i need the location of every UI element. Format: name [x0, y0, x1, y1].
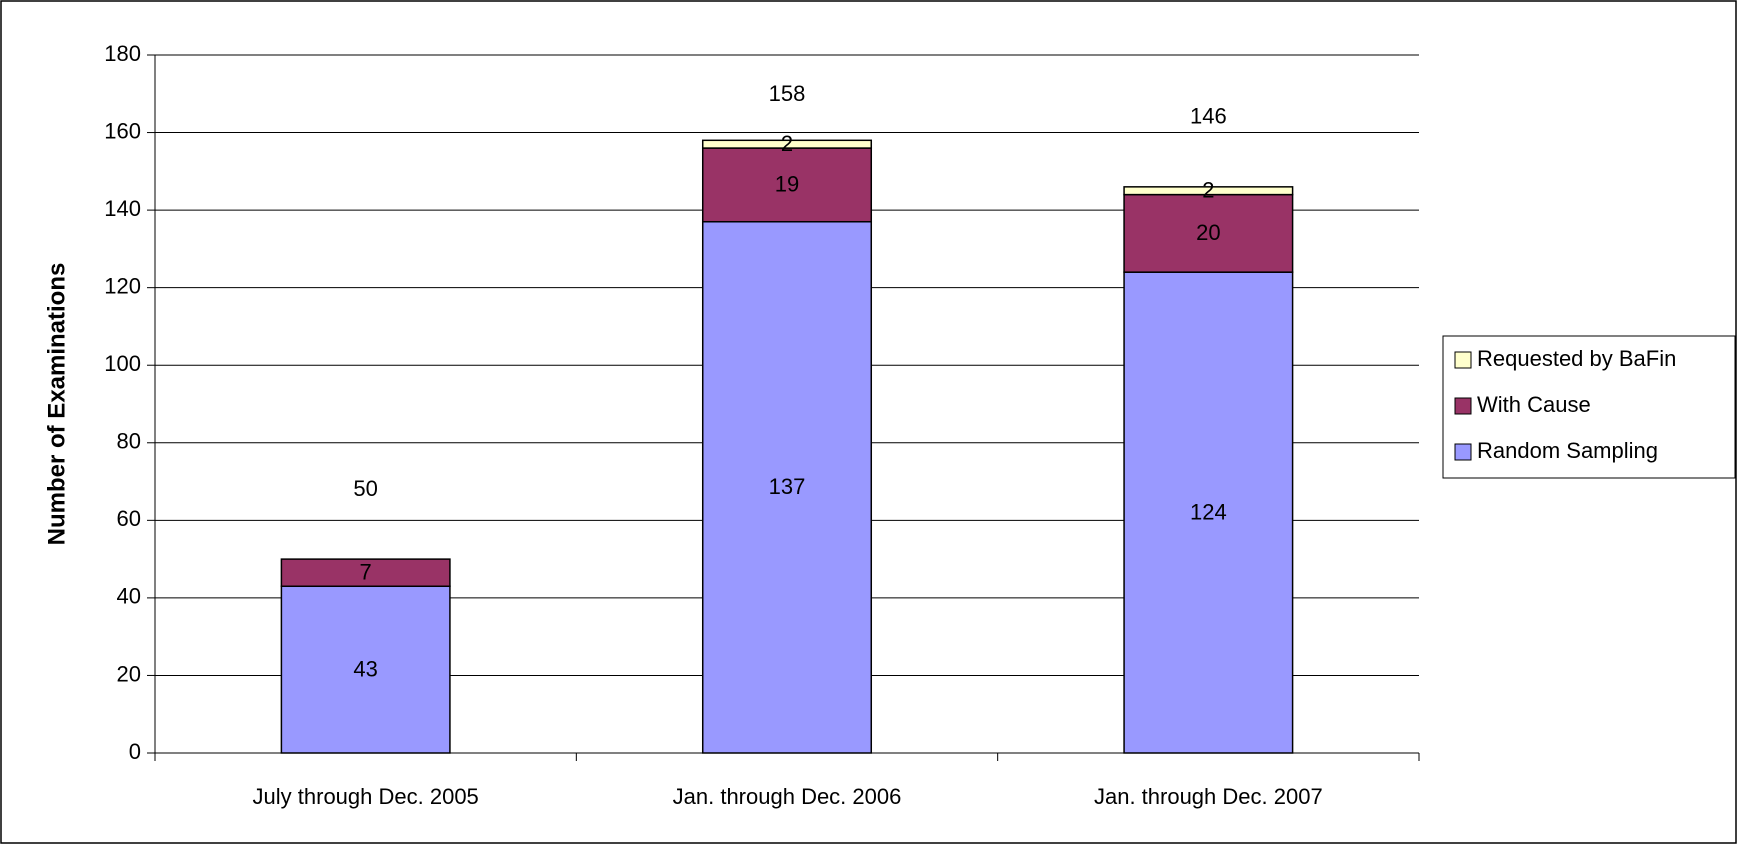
y-tick-label: 40 [117, 584, 141, 609]
y-tick-label: 0 [129, 739, 141, 764]
value-label: 124 [1190, 499, 1227, 524]
bar-segment [280, 585, 451, 754]
legend-label: Requested by BaFin [1477, 346, 1676, 371]
value-label: 7 [360, 559, 372, 584]
bar-segment [1123, 186, 1294, 196]
legend-swatch [1454, 351, 1472, 369]
legend-swatch [1454, 443, 1472, 461]
bar-segment [701, 220, 873, 754]
legend-label: With Cause [1477, 392, 1591, 417]
y-tick-label: 180 [104, 41, 141, 66]
total-label: 50 [353, 476, 377, 501]
bar-segment [701, 147, 873, 223]
value-label: 137 [769, 474, 806, 499]
value-label: 2 [1202, 178, 1214, 203]
total-label: 146 [1190, 104, 1227, 129]
bar-segment [280, 558, 451, 588]
bar-segment [1123, 193, 1294, 273]
x-tick-label: July through Dec. 2005 [253, 784, 479, 809]
legend-box [1442, 335, 1736, 479]
bar-segment [701, 139, 873, 149]
y-tick-label: 120 [104, 273, 141, 298]
legend-swatch [1454, 397, 1472, 415]
y-tick-label: 80 [117, 429, 141, 454]
value-label: 20 [1196, 220, 1220, 245]
y-tick-label: 20 [117, 661, 141, 686]
x-tick-label: Jan. through Dec. 2006 [673, 784, 902, 809]
y-tick-label: 140 [104, 196, 141, 221]
y-tick-label: 160 [104, 118, 141, 143]
y-tick-label: 60 [117, 506, 141, 531]
value-label: 19 [775, 172, 799, 197]
value-label: 2 [781, 131, 793, 156]
bar-segment [1123, 271, 1294, 754]
y-tick-label: 100 [104, 351, 141, 376]
total-label: 158 [769, 81, 806, 106]
value-label: 43 [353, 656, 377, 681]
x-tick-label: Jan. through Dec. 2007 [1094, 784, 1323, 809]
y-axis-title: Number of Examinations [43, 263, 70, 546]
legend-label: Random Sampling [1477, 438, 1658, 463]
